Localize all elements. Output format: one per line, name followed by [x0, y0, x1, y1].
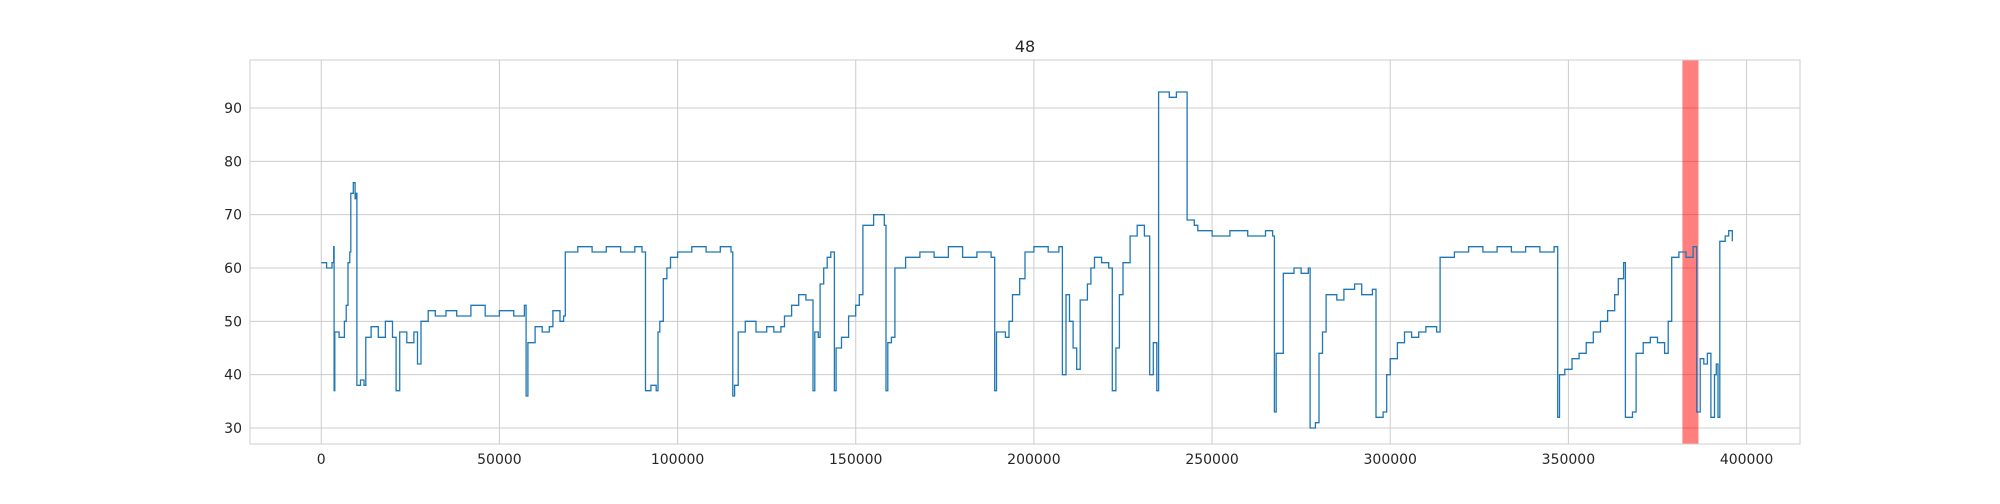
x-tick-label: 150000	[829, 452, 882, 468]
y-tick-label: 30	[224, 421, 242, 437]
y-tick-label: 60	[224, 261, 242, 277]
x-tick-label: 300000	[1364, 452, 1417, 468]
x-tick-label: 200000	[1007, 452, 1060, 468]
series-group	[321, 91, 1733, 429]
grid	[250, 60, 1800, 444]
plot-frame	[249, 59, 1801, 445]
chart-title: 48	[1015, 37, 1035, 56]
y-tick-label: 80	[224, 154, 242, 170]
y-tick-label: 40	[224, 368, 242, 384]
x-tick-label: 100000	[651, 452, 704, 468]
y-tick-label: 50	[224, 314, 242, 330]
x-tick-label: 50000	[477, 452, 522, 468]
x-tick-label: 250000	[1185, 452, 1238, 468]
y-tick-label: 90	[224, 101, 242, 117]
highlight-span	[1682, 60, 1699, 444]
highlight-spans	[1682, 60, 1699, 444]
x-tick-label: 400000	[1720, 452, 1773, 468]
x-axis-ticks: 0 50000 100000 150000 200000 250000 300000 3500…	[317, 452, 1773, 468]
y-axis-ticks: 30 40 50 60 70 80 90	[224, 101, 242, 437]
series-line	[321, 91, 1733, 429]
y-tick-label: 70	[224, 208, 242, 224]
x-tick-label: 0	[317, 452, 326, 468]
x-tick-label: 350000	[1542, 452, 1595, 468]
